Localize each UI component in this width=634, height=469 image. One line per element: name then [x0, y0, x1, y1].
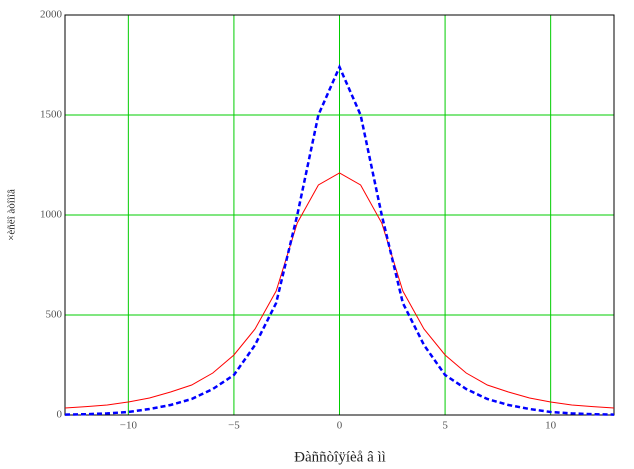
- x-tick-label: 10: [545, 420, 557, 432]
- x-tick-label: 5: [442, 420, 448, 432]
- y-tick-label: 1500: [40, 109, 63, 121]
- plot-frame: [64, 14, 615, 416]
- data-line: [64, 63, 615, 416]
- data-line: [64, 172, 615, 409]
- y-tick-label: 2000: [40, 9, 63, 21]
- y-axis-label: ×èñëî àòîìîâ: [6, 189, 18, 241]
- x-tick-label: −10: [120, 420, 138, 432]
- x-axis-label: Ðàññòîÿíèå â ìì: [294, 449, 386, 465]
- y-tick-label: 1000: [40, 209, 63, 221]
- y-tick-label: 0: [57, 409, 63, 421]
- x-tick-label: −5: [228, 420, 240, 432]
- x-tick-label: 0: [337, 420, 343, 432]
- y-tick-label: 500: [46, 309, 63, 321]
